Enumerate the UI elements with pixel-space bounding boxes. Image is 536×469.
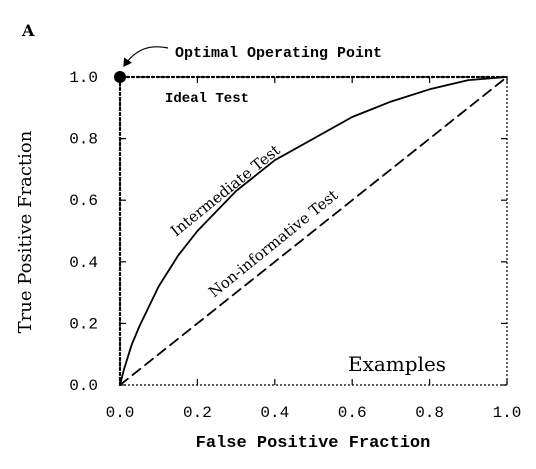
- y-tick-label: 0.8: [69, 131, 98, 149]
- series-non-informative-test-line: [119, 76, 508, 386]
- y-axis-label: True Positive Fraction: [15, 130, 36, 333]
- y-tick-label: 0.4: [69, 254, 98, 272]
- y-tick-label: 1.0: [69, 69, 98, 87]
- x-tick-label: 0.0: [106, 404, 135, 422]
- non-informative-test-label: Non-informative Test: [205, 186, 341, 301]
- optimal-operating-point-marker: [114, 71, 126, 83]
- examples-label: Examples: [348, 352, 446, 376]
- ideal-test-label: Ideal Test: [165, 91, 249, 107]
- x-tick-label: 0.6: [338, 404, 367, 422]
- series-intermediate-test-line: [119, 76, 508, 386]
- x-tick-label: 0.4: [260, 404, 289, 422]
- x-axis-label: False Positive Fraction: [196, 434, 431, 453]
- x-tick-label: 1.0: [493, 404, 522, 422]
- y-tick-labels: 0.0 0.2 0.4 0.6 0.8 1.0: [69, 69, 98, 395]
- x-tick-label: 0.2: [183, 404, 212, 422]
- panel-label: A: [21, 21, 35, 40]
- x-tick-labels: 0.0 0.2 0.4 0.6 0.8 1.0: [106, 404, 522, 422]
- optimal-point-arrow: [123, 46, 169, 67]
- optimal-operating-point-label: Optimal Operating Point: [175, 45, 382, 62]
- x-tick-label: 0.8: [415, 404, 444, 422]
- intermediate-test-label: Intermediate Test: [167, 141, 283, 240]
- y-tick-label: 0.6: [69, 192, 98, 210]
- y-tick-label: 0.0: [69, 377, 98, 395]
- y-tick-label: 0.2: [69, 315, 98, 333]
